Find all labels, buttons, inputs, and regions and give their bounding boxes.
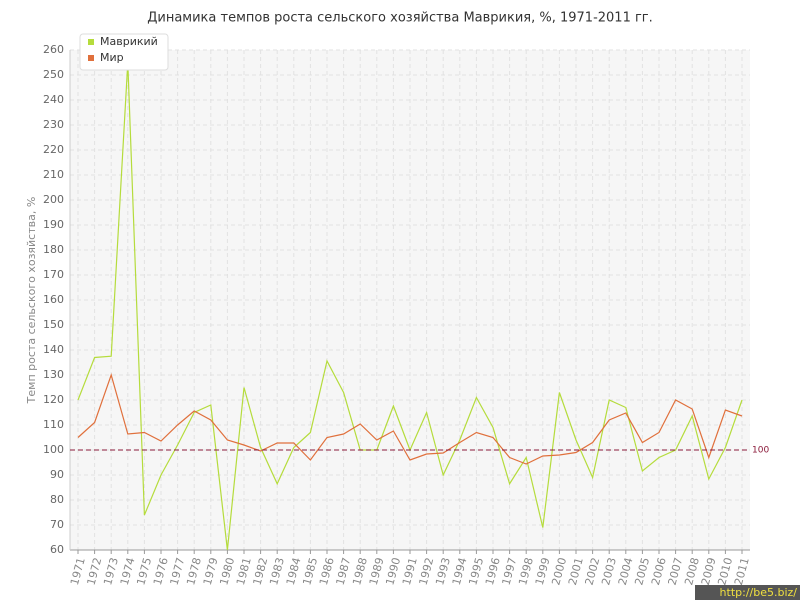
y-tick-label: 220 xyxy=(43,143,64,156)
y-axis-label: Темп роста сельского хозяйства, % xyxy=(25,197,38,405)
y-tick-label: 150 xyxy=(43,318,64,331)
watermark-bg xyxy=(695,585,800,600)
y-tick-label: 140 xyxy=(43,343,64,356)
legend-swatch xyxy=(88,39,94,45)
legend-label: Мир xyxy=(100,51,124,64)
y-tick-label: 200 xyxy=(43,193,64,206)
y-tick-label: 240 xyxy=(43,93,64,106)
legend-box xyxy=(79,33,169,71)
legend-swatch xyxy=(88,55,94,61)
chart-title: Динамика темпов роста сельского хозяйств… xyxy=(147,11,653,26)
y-tick-label: 70 xyxy=(50,518,64,531)
y-tick-label: 190 xyxy=(43,218,64,231)
y-tick-label: 260 xyxy=(43,43,64,56)
y-tick-label: 250 xyxy=(43,68,64,81)
y-tick-label: 130 xyxy=(43,368,64,381)
series-line xyxy=(77,373,743,465)
y-tick-label: 110 xyxy=(43,418,64,431)
y-tick-label: 170 xyxy=(43,268,64,281)
legend: Маврикий Мир xyxy=(79,33,169,71)
y-tick-label: 210 xyxy=(43,168,64,181)
legend-label: Маврикий xyxy=(100,35,158,48)
y-tick-label: 90 xyxy=(50,468,64,481)
watermark: http://be5.biz/ xyxy=(720,586,798,599)
y-tick-label: 100 xyxy=(43,443,64,456)
y-tick-label: 80 xyxy=(50,493,64,506)
y-tick-label: 180 xyxy=(43,243,64,256)
y-tick-label: 160 xyxy=(43,293,64,306)
y-tick-label: 60 xyxy=(50,543,64,556)
y-tick-label: 230 xyxy=(43,118,64,131)
reference-label: 100 xyxy=(752,446,769,456)
y-tick-label: 120 xyxy=(43,393,64,406)
